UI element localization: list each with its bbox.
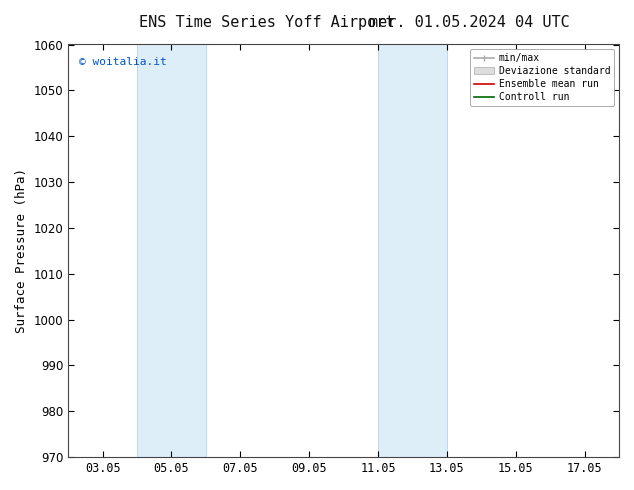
Bar [378, 45, 447, 457]
Legend: min/max, Deviazione standard, Ensemble mean run, Controll run: min/max, Deviazione standard, Ensemble m… [470, 49, 614, 106]
Bar [137, 45, 206, 457]
Text: mer. 01.05.2024 04 UTC: mer. 01.05.2024 04 UTC [369, 15, 569, 30]
Text: © woitalia.it: © woitalia.it [79, 57, 167, 67]
Text: ENS Time Series Yoff Airport: ENS Time Series Yoff Airport [139, 15, 394, 30]
Y-axis label: Surface Pressure (hPa): Surface Pressure (hPa) [15, 169, 28, 333]
